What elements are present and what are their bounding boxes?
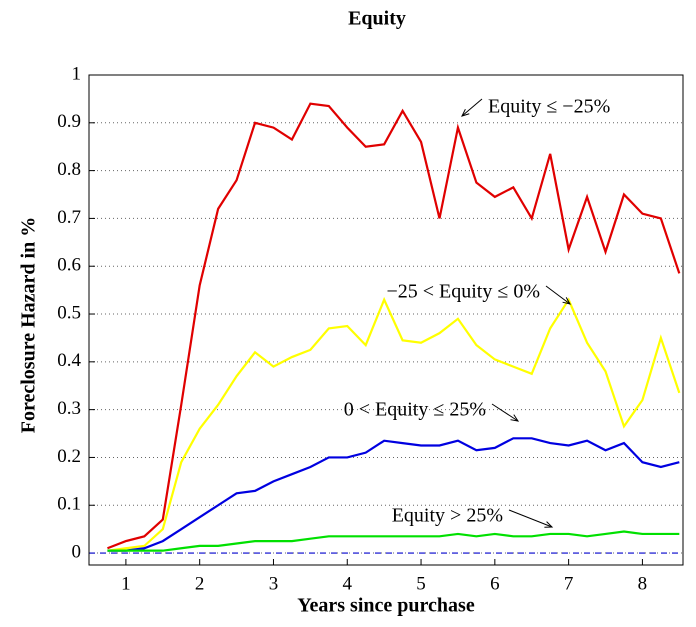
label-arrow <box>545 285 571 305</box>
data-line <box>107 102 681 550</box>
label-arrow-head <box>510 414 520 422</box>
chart-title: Equity <box>348 8 406 30</box>
x-axis-label: Years since purchase <box>297 595 475 617</box>
x-tick-label: 7 <box>564 573 574 594</box>
plot-frame <box>88 74 684 566</box>
label-arrow-head <box>562 297 572 305</box>
label-arrow <box>461 98 483 117</box>
y-tick-label: 0.7 <box>57 207 81 228</box>
x-tick-label: 2 <box>195 573 205 594</box>
series-label: −25 < Equity ≤ 0% <box>386 281 540 303</box>
y-tick-label: 0 <box>72 541 82 562</box>
x-tick-label: 8 <box>638 573 648 594</box>
y-tick-label: 0.8 <box>57 159 81 180</box>
y-tick-label: 1 <box>72 63 82 84</box>
y-tick-label: 0.3 <box>57 398 81 419</box>
data-line <box>107 530 680 552</box>
label-arrow <box>491 403 519 422</box>
x-tick-label: 6 <box>490 573 500 594</box>
data-line <box>107 437 680 552</box>
x-tick-label: 3 <box>269 573 279 594</box>
x-tick-label: 1 <box>121 573 131 594</box>
y-tick-label: 0.5 <box>57 302 81 323</box>
series-label: Equity > 25% <box>392 505 503 527</box>
y-tick-label: 0.6 <box>57 255 81 276</box>
x-tick-label: 4 <box>343 573 353 594</box>
x-tick-label: 5 <box>416 573 426 594</box>
y-tick-label: 0.9 <box>57 111 81 132</box>
label-arrow-head <box>544 521 554 528</box>
y-tick-label: 0.2 <box>57 446 81 467</box>
data-line <box>107 296 681 552</box>
y-axis-label: Foreclosure Hazard in % <box>18 217 40 433</box>
series-label: Equity ≤ −25% <box>488 96 610 118</box>
y-tick-label: 0.1 <box>57 494 81 515</box>
label-arrow <box>508 509 553 528</box>
label-arrow-head <box>461 108 470 117</box>
series-label: 0 < Equity ≤ 25% <box>344 399 486 421</box>
y-tick-label: 0.4 <box>57 350 81 371</box>
